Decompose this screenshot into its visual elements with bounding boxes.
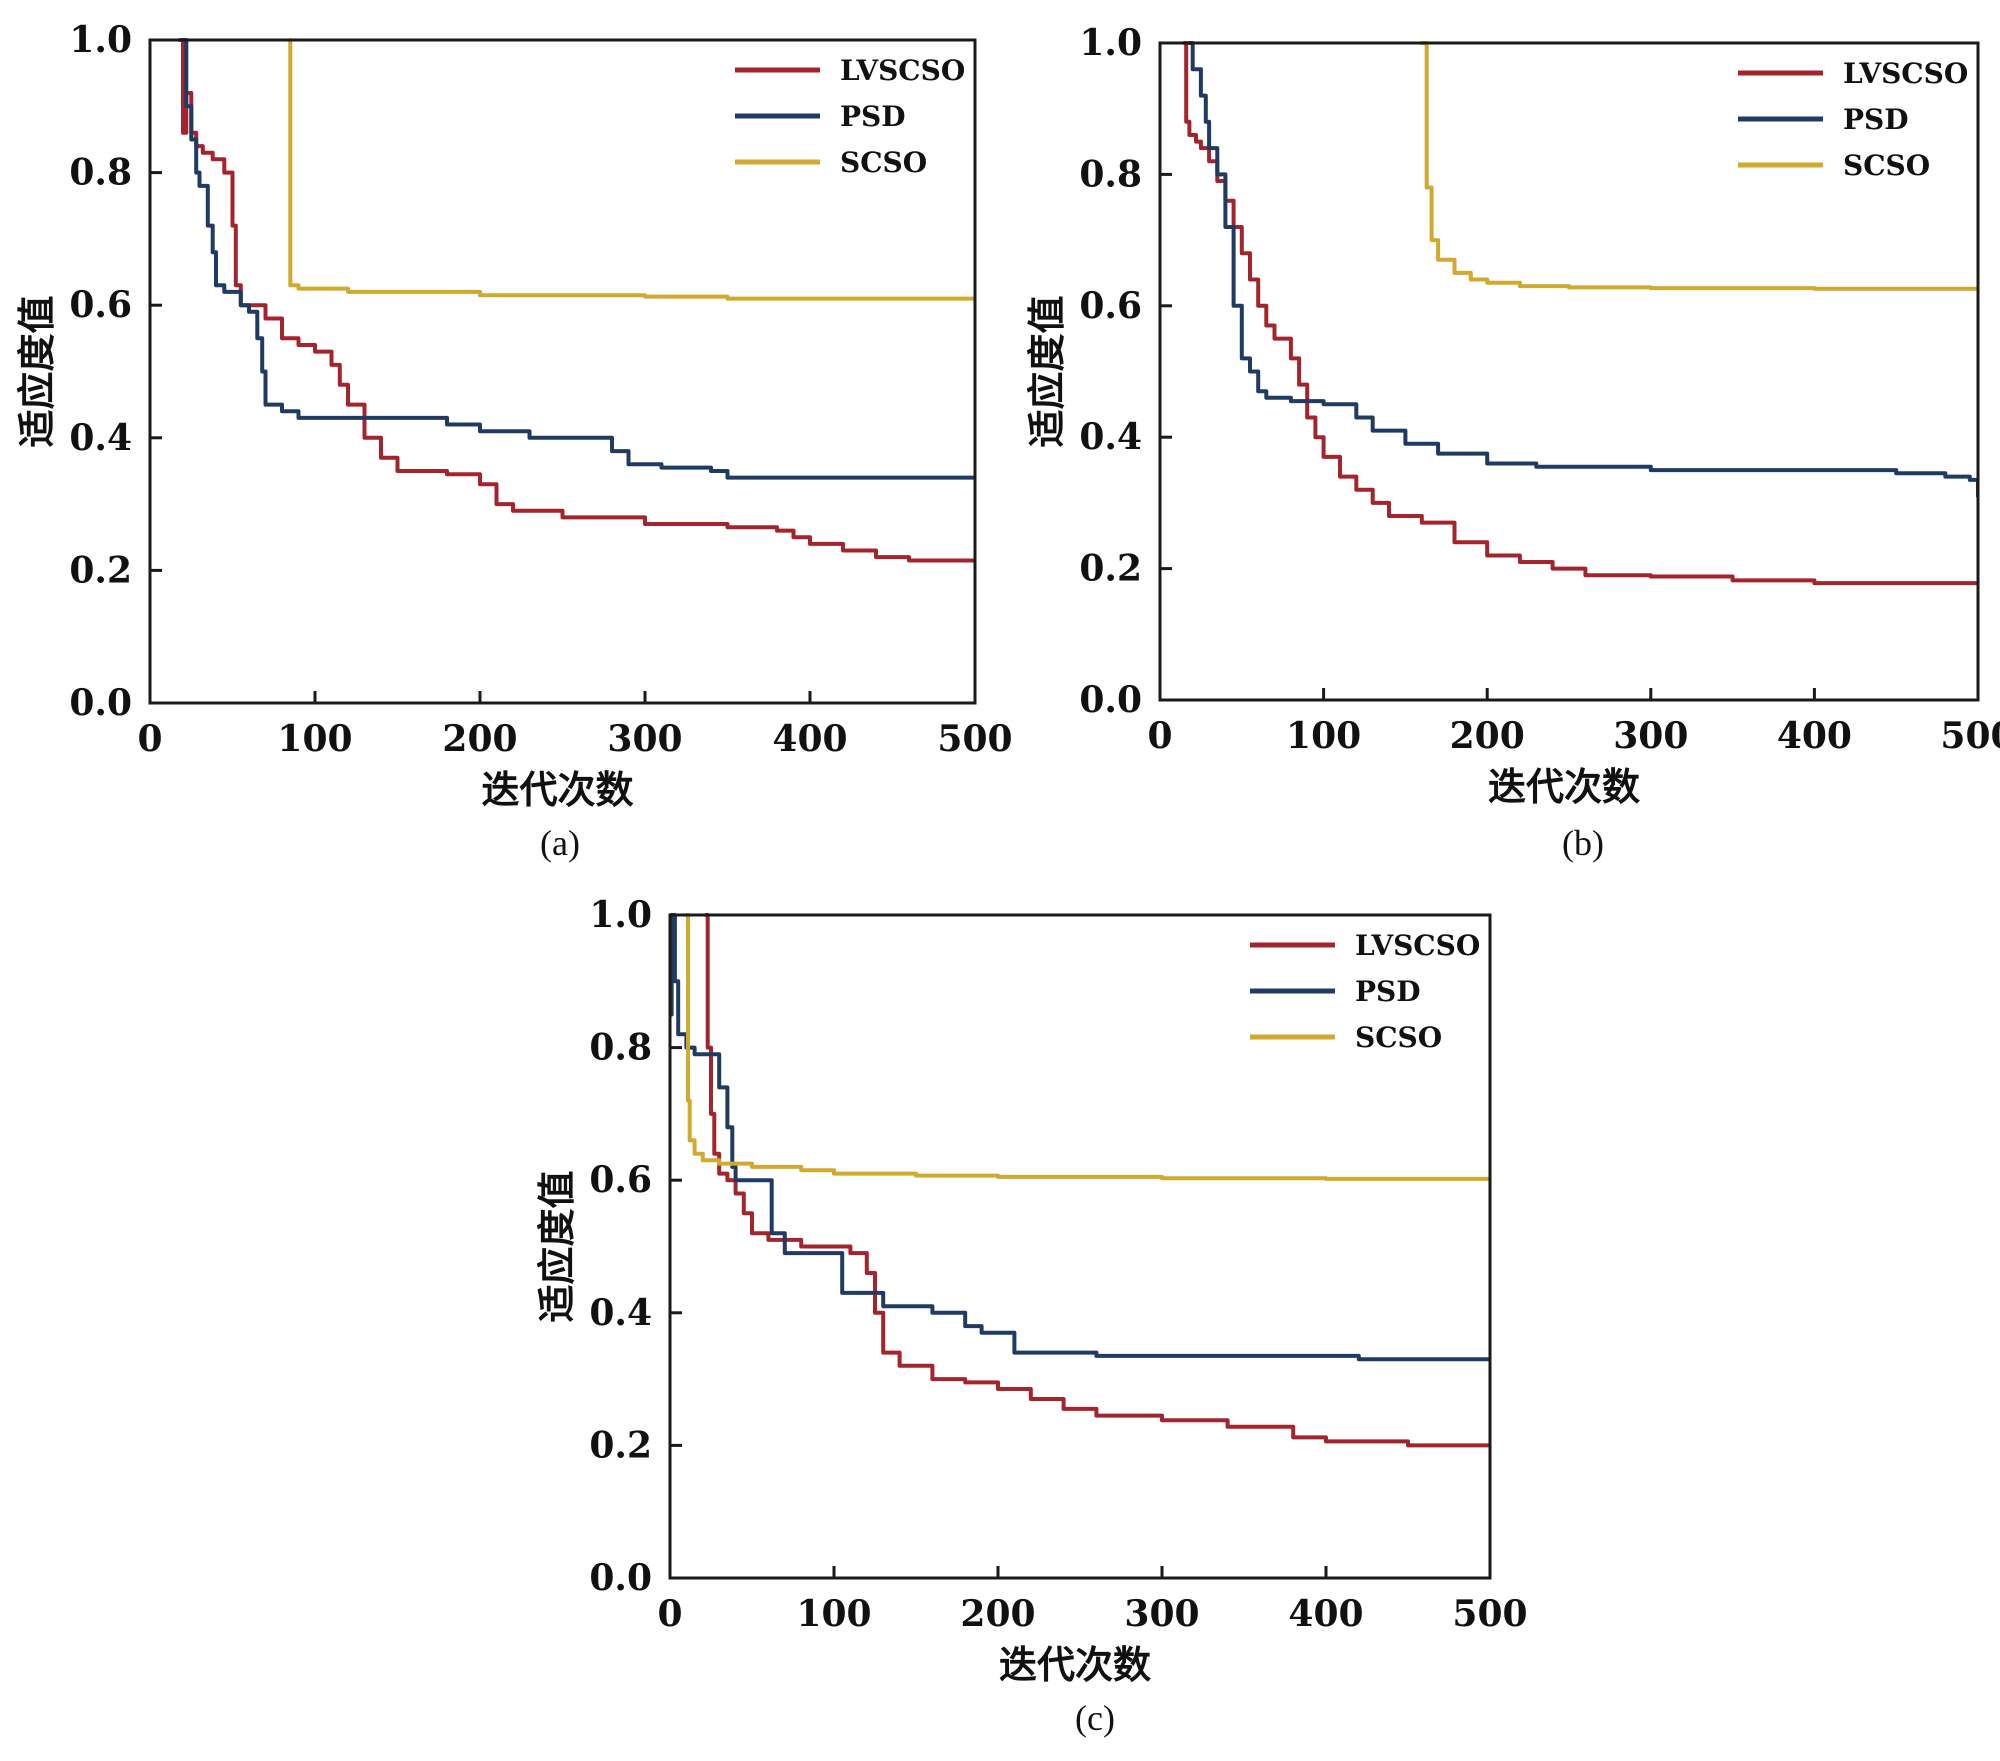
y-tick-label: 0.6: [589, 1159, 652, 1201]
y-tick-label: 0.2: [1079, 548, 1142, 590]
legend-label-lvscso: LVSCSO: [1355, 929, 1480, 962]
series-line-psd: [1187, 41, 1978, 499]
x-tick-label: 500: [1452, 1593, 1527, 1635]
x-tick-label: 300: [607, 718, 682, 760]
y-tick-label: 1.0: [69, 19, 132, 61]
plot-area: [670, 913, 1490, 1448]
x-tick-label: 300: [1124, 1593, 1199, 1635]
legend-label-scso: SCSO: [1843, 149, 1930, 182]
y-tick-label: 0.0: [589, 1557, 652, 1599]
legend-label-scso: SCSO: [840, 146, 927, 179]
legend-label-scso: SCSO: [1355, 1021, 1442, 1054]
x-tick-label: 400: [1777, 715, 1852, 757]
legend: LVSCSO PSD SCSO: [1738, 57, 1968, 182]
panel-b: 0 100 200 300 400 500 0.0 0.2 0.4 0.6 0.8 1.0 迭代次数 适应…: [1025, 22, 2000, 863]
y-tick-label: 0.6: [1079, 285, 1142, 327]
x-tick-label: 500: [937, 718, 1012, 760]
x-tick-label: 200: [442, 718, 517, 760]
series-line-scso: [684, 913, 1490, 1181]
panel-a: 0 100 200 300 400 500 0.0 0.2 0.4 0.6 0.8 1.0 迭代次数 适应…: [15, 19, 1013, 863]
x-tick-label: 400: [1288, 1593, 1363, 1635]
legend: LVSCSO PSD SCSO: [1250, 929, 1480, 1054]
x-tick-label: 100: [277, 718, 352, 760]
x-tick-label: 100: [1286, 715, 1361, 757]
plot-area: [177, 38, 975, 563]
x-tick-label: 200: [960, 1593, 1035, 1635]
x-tick-label: 300: [1613, 715, 1688, 757]
series-line-scso: [1419, 41, 1978, 291]
x-tick-label: 0: [137, 718, 162, 760]
plot-frame: [668, 913, 1492, 1580]
panel-caption: (c): [1075, 1698, 1115, 1738]
y-tick-label: 0.6: [69, 284, 132, 326]
y-axis-title: 适应度值: [535, 1170, 579, 1322]
legend-label-psd: PSD: [840, 100, 906, 133]
y-tick-label: 0.8: [69, 152, 132, 194]
y-axis-title: 适应度值: [15, 295, 59, 447]
x-axis-title: 迭代次数: [999, 1643, 1151, 1687]
series-line-lvscso: [704, 913, 1490, 1448]
legend: LVSCSO PSD SCSO: [735, 54, 965, 179]
series-line-scso: [288, 38, 975, 302]
x-tick-label: 400: [772, 718, 847, 760]
x-tick-label: 200: [1450, 715, 1525, 757]
legend-label-psd: PSD: [1843, 103, 1909, 136]
y-tick-label: 0.4: [69, 417, 132, 459]
plot-frame: [148, 38, 977, 705]
x-tick-label: 500: [1940, 715, 2000, 757]
y-tick-label: 1.0: [589, 894, 652, 936]
panel-caption: (a): [540, 823, 580, 863]
x-axis-title: 迭代次数: [481, 768, 633, 812]
plot-area: [1182, 41, 1978, 586]
plot-frame: [1158, 41, 1980, 702]
y-tick-label: 0.8: [1079, 153, 1142, 195]
y-tick-label: 0.2: [589, 1424, 652, 1466]
x-tick-label: 0: [1147, 715, 1172, 757]
y-tick-label: 0.4: [589, 1292, 652, 1334]
y-tick-label: 1.0: [1079, 22, 1142, 64]
series-line-lvscso: [177, 38, 975, 563]
legend-label-lvscso: LVSCSO: [840, 54, 965, 87]
y-tick-label: 0.0: [69, 682, 132, 724]
y-tick-label: 0.0: [1079, 679, 1142, 721]
x-tick-label: 0: [657, 1593, 682, 1635]
y-tick-label: 0.4: [1079, 416, 1142, 458]
x-axis-title: 迭代次数: [1488, 765, 1640, 809]
series-line-psd: [181, 38, 975, 480]
legend-label-psd: PSD: [1355, 975, 1421, 1008]
panel-caption: (b): [1562, 823, 1604, 863]
x-tick-label: 100: [796, 1593, 871, 1635]
y-tick-label: 0.8: [589, 1027, 652, 1069]
y-tick-label: 0.2: [69, 549, 132, 591]
y-axis-title: 适应度值: [1025, 295, 1069, 447]
legend-label-lvscso: LVSCSO: [1843, 57, 1968, 90]
panel-c: 0 100 200 300 400 500 0.0 0.2 0.4 0.6 0.8 1.0 迭代次数 适应…: [535, 894, 1528, 1738]
